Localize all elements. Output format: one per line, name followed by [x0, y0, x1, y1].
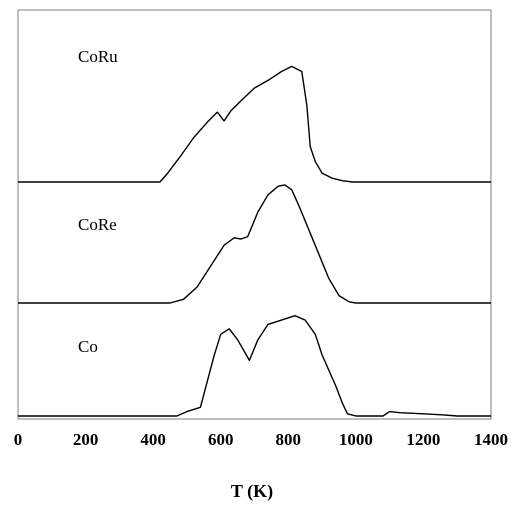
x-tick-label: 200: [73, 430, 99, 449]
series-label-coru: CoRu: [78, 47, 118, 66]
series-label-core: CoRe: [78, 215, 117, 234]
x-tick-label: 400: [140, 430, 166, 449]
x-tick-label: 1200: [406, 430, 440, 449]
x-tick-label: 1000: [339, 430, 373, 449]
series-line-core: [18, 184, 491, 304]
series-line-co: [18, 315, 491, 417]
x-tick-label: 800: [276, 430, 302, 449]
x-tick-label: 1400: [474, 430, 508, 449]
series-label-co: Co: [78, 337, 98, 356]
series-line-coru: [18, 65, 491, 183]
series-layer: [18, 65, 491, 417]
x-tick-labels: 0 200 400 600 800 1000 1200 1400: [14, 430, 508, 449]
x-axis-title: T (K): [231, 481, 273, 502]
plot-frame: [17, 9, 492, 420]
x-tick-label: 0: [14, 430, 23, 449]
x-tick-label: 600: [208, 430, 234, 449]
